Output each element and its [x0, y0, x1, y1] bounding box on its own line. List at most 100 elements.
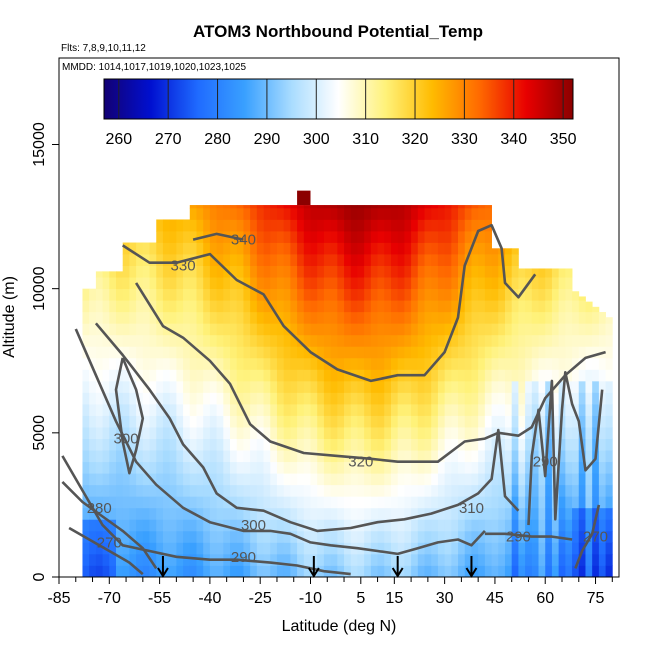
heatmap-cell — [250, 357, 258, 370]
heatmap-cell — [370, 334, 378, 347]
heatmap-cell — [230, 277, 238, 290]
profile-markers — [157, 556, 478, 578]
heatmap-cell — [109, 357, 117, 370]
heatmap-cell — [250, 415, 258, 428]
heatmap-cell — [397, 265, 405, 278]
heatmap-cell — [230, 254, 238, 266]
heatmap-cell — [504, 461, 513, 474]
heatmap-cell — [102, 334, 110, 347]
heatmap-cell — [109, 542, 117, 555]
heatmap-cell — [169, 357, 177, 370]
heatmap-cell — [203, 205, 211, 209]
heatmap-cell — [250, 496, 258, 509]
heatmap-cell — [431, 553, 439, 566]
heatmap-cell — [95, 473, 103, 486]
heatmap-cell — [290, 530, 298, 543]
heatmap-cell — [437, 242, 446, 255]
heatmap-cell — [424, 484, 432, 497]
heatmap-cell — [451, 450, 459, 463]
heatmap-cell — [230, 380, 238, 393]
heatmap-cell — [82, 565, 90, 577]
heatmap-cell — [424, 288, 432, 301]
heatmap-cell — [357, 205, 365, 209]
heatmap-cell — [136, 438, 144, 451]
heatmap-cell — [297, 392, 305, 405]
heatmap-cell — [162, 265, 171, 278]
heatmap-cell — [230, 542, 238, 555]
heatmap-cell — [478, 277, 486, 290]
heatmap-cell — [551, 553, 560, 566]
heatmap-cell — [498, 392, 506, 405]
heatmap-cell — [109, 346, 117, 359]
heatmap-cell — [136, 242, 144, 255]
heatmap-cell — [545, 311, 553, 324]
heatmap-cell — [377, 519, 385, 532]
heatmap-cell — [390, 496, 399, 509]
heatmap-cell — [491, 484, 499, 497]
heatmap-cell — [565, 427, 573, 439]
heatmap-cell — [116, 553, 124, 566]
heatmap-cell — [545, 438, 553, 451]
heatmap-cell — [458, 530, 466, 543]
heatmap-cell — [437, 369, 446, 382]
heatmap-cell — [525, 346, 533, 359]
heatmap-cell — [89, 542, 97, 555]
heatmap-cell — [424, 496, 432, 509]
heatmap-cell — [263, 334, 271, 347]
heatmap-cell — [303, 346, 311, 359]
heatmap-cell — [592, 473, 600, 486]
heatmap-cell — [585, 404, 593, 416]
heatmap-cell — [390, 288, 399, 301]
heatmap-cell — [136, 323, 144, 336]
heatmap-cell — [498, 484, 506, 497]
heatmap-cell — [136, 450, 144, 463]
heatmap-cell — [377, 334, 385, 347]
heatmap-cell — [431, 288, 439, 301]
heatmap-cell — [404, 357, 412, 370]
heatmap-cell — [183, 404, 191, 416]
heatmap-cell — [109, 300, 117, 313]
contour-label-310: 310 — [459, 500, 484, 517]
heatmap-cell — [116, 427, 124, 439]
heatmap-cell — [605, 496, 613, 509]
heatmap-cell — [478, 473, 486, 486]
x-tick-label: -55 — [148, 590, 171, 607]
heatmap-cell — [209, 496, 218, 509]
heatmap-cell — [203, 242, 211, 255]
heatmap-cell — [484, 565, 492, 577]
heatmap-cell — [89, 484, 97, 497]
heatmap-cell — [149, 415, 157, 428]
heatmap-cell — [169, 530, 177, 543]
heatmap-cell — [397, 542, 405, 555]
heatmap-cell — [411, 254, 419, 266]
heatmap-cell — [417, 311, 425, 324]
heatmap-cell — [471, 392, 479, 405]
heatmap-cell — [390, 277, 399, 290]
heatmap-cell — [176, 507, 184, 520]
heatmap-cell — [189, 323, 197, 336]
heatmap-cell — [585, 311, 593, 324]
heatmap-cell — [511, 450, 519, 463]
heatmap-cell — [209, 265, 218, 278]
heatmap-cell — [471, 461, 479, 474]
heatmap-cell — [297, 205, 305, 209]
heatmap-cell — [310, 496, 318, 509]
heatmap-cell — [471, 323, 479, 336]
heatmap-cell — [417, 507, 425, 520]
heatmap-cell — [256, 323, 264, 336]
heatmap-cell — [263, 507, 271, 520]
heatmap-cell — [183, 565, 191, 577]
heatmap-cell — [102, 369, 110, 382]
heatmap-cell — [116, 357, 124, 370]
heatmap-cell — [216, 357, 224, 370]
heatmap-cell — [458, 473, 466, 486]
heatmap-cell — [156, 553, 164, 566]
heatmap-cell — [330, 392, 338, 405]
heatmap-cell — [330, 553, 338, 566]
heatmap-cell — [297, 542, 305, 555]
heatmap-cell — [458, 519, 466, 532]
heatmap-cell — [424, 427, 432, 439]
heatmap-cell — [189, 392, 197, 405]
heatmap-cell — [270, 380, 278, 393]
